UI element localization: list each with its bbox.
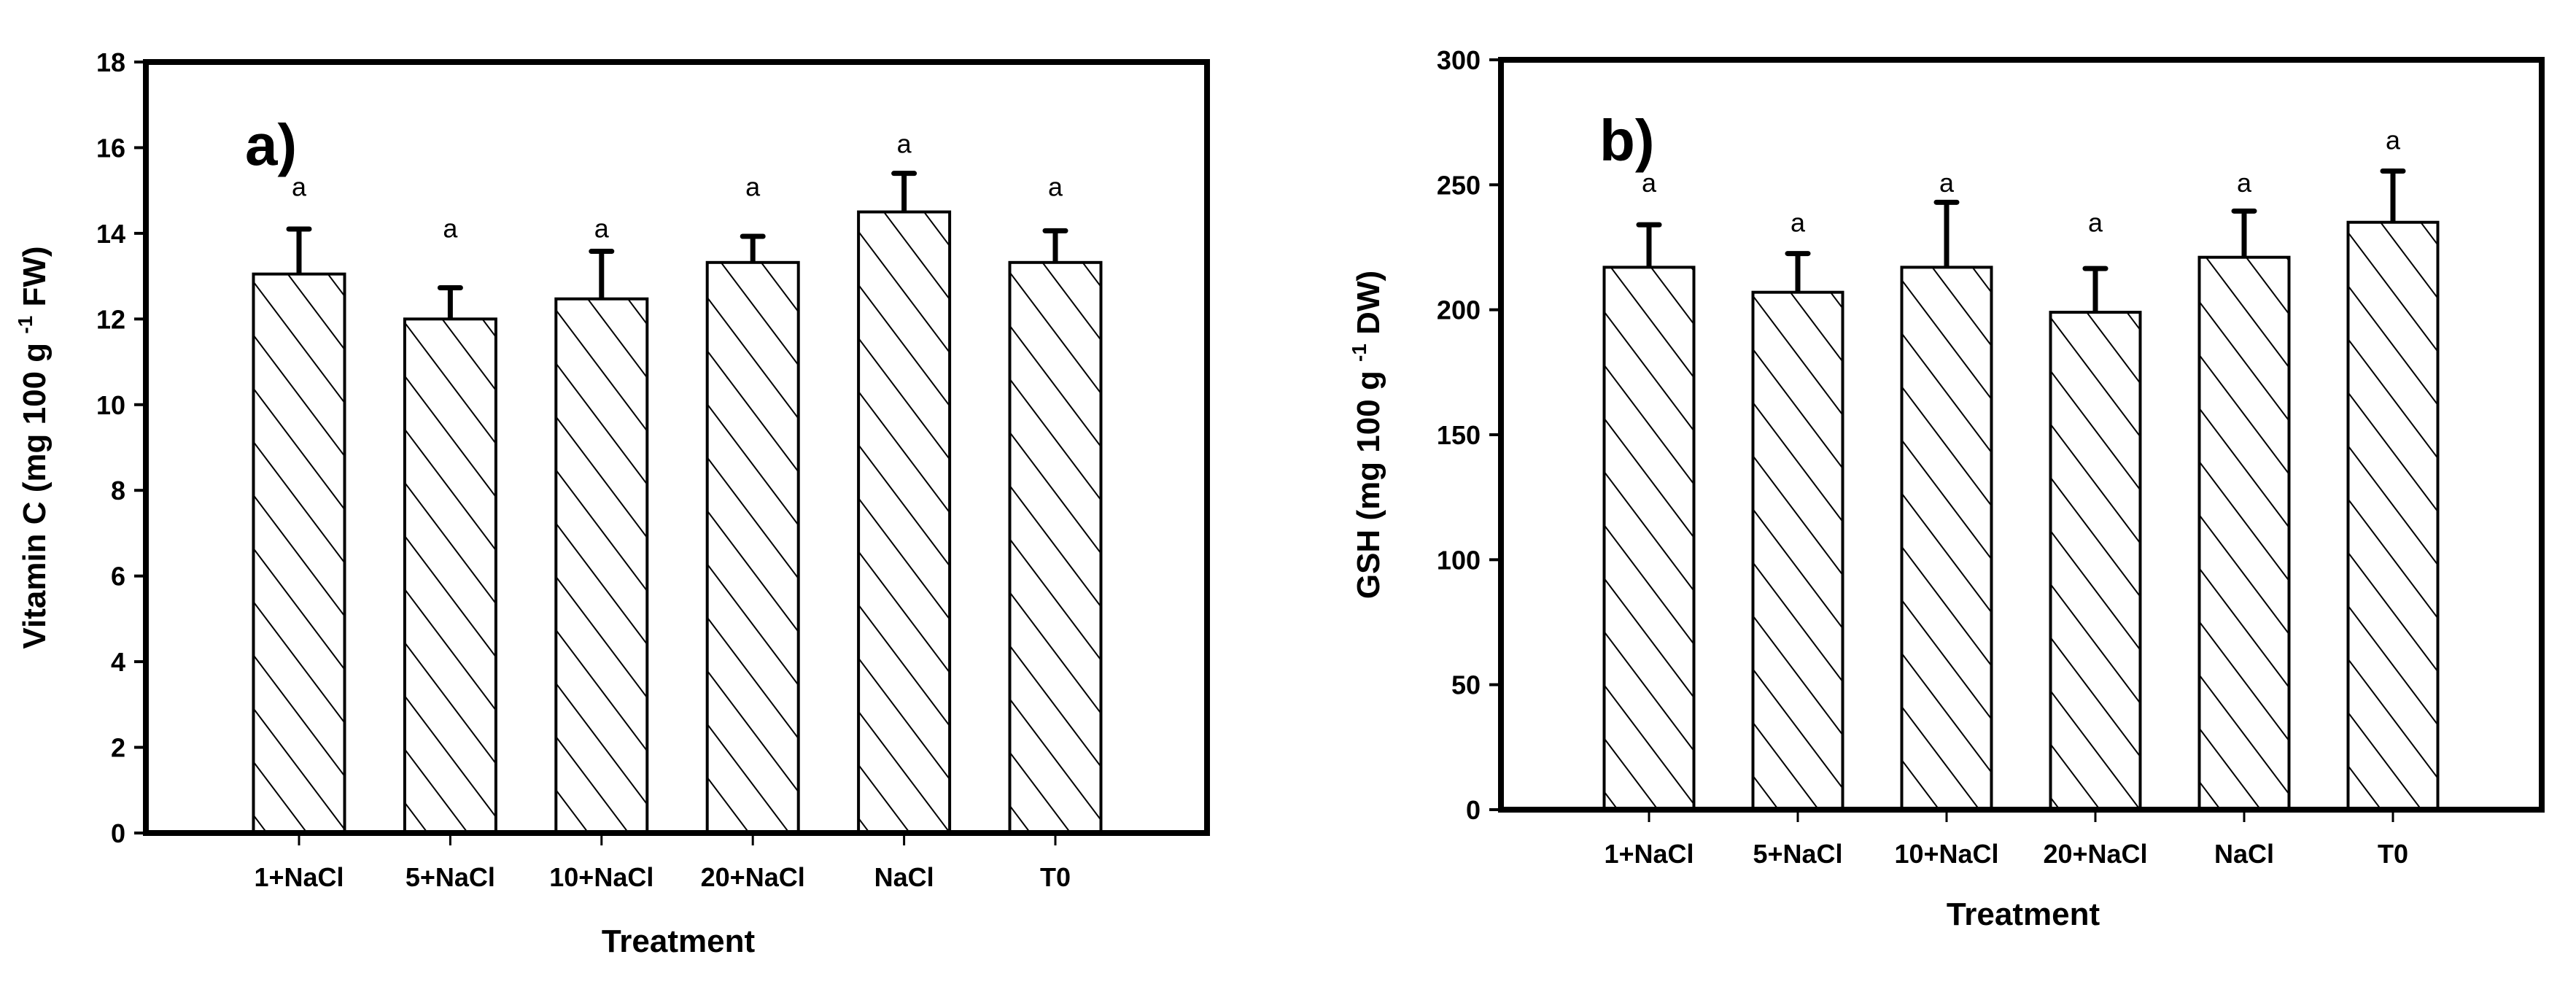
y-tick-label: 0 <box>1466 795 1481 825</box>
significance-letter: a <box>2386 125 2401 155</box>
significance-letter: a <box>1939 168 1955 198</box>
significance-letter: a <box>443 213 458 243</box>
bar-10-plus-nacl: a <box>554 213 649 834</box>
bar-10-plus-nacl: a <box>1900 168 1993 811</box>
bar-rect <box>1602 266 1696 811</box>
significance-letter: a <box>897 129 912 159</box>
bar-rect <box>554 297 649 834</box>
significance-letter: a <box>2088 208 2103 238</box>
x-tick-label: 20+NaCl <box>2043 839 2147 869</box>
bar-20-plus-nacl: a <box>2049 208 2142 811</box>
y-tick-label: 16 <box>96 133 125 163</box>
y-axis-title: Vitamin C (mg 100 g -1 FW) <box>14 246 53 648</box>
bar-20-plus-nacl: a <box>705 171 800 834</box>
bar-1-plus-nacl: a <box>252 171 346 834</box>
y-tick-label: 0 <box>111 818 125 848</box>
x-tick-label: 10+NaCl <box>1894 839 1998 869</box>
significance-letter: a <box>594 213 610 243</box>
gsh-bar-chart: a 1+NaCl a 5+NaCl a 10+NaCl a 20+NaCl a NaCl a T0 0 5… <box>1348 45 2545 932</box>
bar-rect <box>705 260 800 834</box>
x-tick-label: 10+NaCl <box>549 862 653 892</box>
significance-letter: a <box>745 171 761 201</box>
bar-nacl: a <box>857 129 952 834</box>
bar-rect <box>857 210 952 834</box>
x-axis-title: Treatment <box>602 923 756 959</box>
y-tick-label: 8 <box>111 476 125 505</box>
panel-label: b) <box>1599 108 1655 173</box>
x-tick-label: T0 <box>1040 862 1071 892</box>
y-tick-label: 12 <box>96 304 125 334</box>
bar-5-plus-nacl: a <box>1751 208 1844 811</box>
x-tick-label: NaCl <box>874 862 934 892</box>
bar-rect <box>1900 266 1993 811</box>
bar-rect <box>2346 220 2440 811</box>
significance-letter: a <box>1791 208 1806 238</box>
y-tick-label: 150 <box>1437 420 1481 450</box>
bar-t0: a <box>2346 125 2440 811</box>
x-tick-label: 20+NaCl <box>701 862 805 892</box>
y-tick-label: 200 <box>1437 295 1481 325</box>
significance-letter: a <box>2237 168 2252 198</box>
chart-panel-b: a 1+NaCl a 5+NaCl a 10+NaCl a 20+NaCl a NaCl a T0 0 5… <box>1288 0 2576 984</box>
y-axis-title: GSH (mg 100 g -1 DW) <box>1348 271 1386 599</box>
chart-panel-a: a 1+NaCl a 5+NaCl a 10+NaCl a 20+NaCl a NaCl a T0 0 2… <box>14 47 1210 959</box>
y-tick-label: 6 <box>111 562 125 592</box>
y-tick-label: 14 <box>96 219 125 249</box>
x-tick-label: 1+NaCl <box>254 862 344 892</box>
bar-rect <box>403 317 497 835</box>
bar-1-plus-nacl: a <box>1602 168 1696 811</box>
significance-letter: a <box>1048 171 1063 201</box>
significance-letter: a <box>1642 168 1657 198</box>
significance-letter: a <box>292 171 307 201</box>
bar-rect <box>252 272 346 834</box>
bar-rect <box>1751 290 1844 811</box>
x-tick-label: NaCl <box>2214 839 2274 869</box>
y-tick-label: 4 <box>111 647 125 677</box>
bar-t0: a <box>1008 171 1103 834</box>
y-tick-label: 18 <box>96 47 125 77</box>
bar-5-plus-nacl: a <box>403 213 497 835</box>
panel-label: a) <box>245 112 297 177</box>
y-tick-label: 2 <box>111 733 125 763</box>
y-tick-label: 10 <box>96 390 125 420</box>
x-tick-label: 1+NaCl <box>1604 839 1694 869</box>
y-tick-label: 50 <box>1451 670 1481 700</box>
bar-rect <box>2049 311 2142 811</box>
y-tick-label: 300 <box>1437 45 1481 75</box>
x-tick-label: 5+NaCl <box>1753 839 1842 869</box>
plot-frame <box>143 59 1210 836</box>
x-tick-label: 5+NaCl <box>406 862 495 892</box>
x-axis-title: Treatment <box>1947 896 2100 932</box>
bar-rect <box>2197 255 2291 811</box>
bar-nacl: a <box>2197 168 2291 811</box>
y-tick-label: 250 <box>1437 170 1481 200</box>
vitamin-c-bar-chart: a 1+NaCl a 5+NaCl a 10+NaCl a 20+NaCl a NaCl a T0 0 2… <box>14 47 1210 959</box>
y-tick-label: 100 <box>1437 545 1481 575</box>
x-tick-label: T0 <box>2378 839 2408 869</box>
bar-rect <box>1008 260 1103 834</box>
